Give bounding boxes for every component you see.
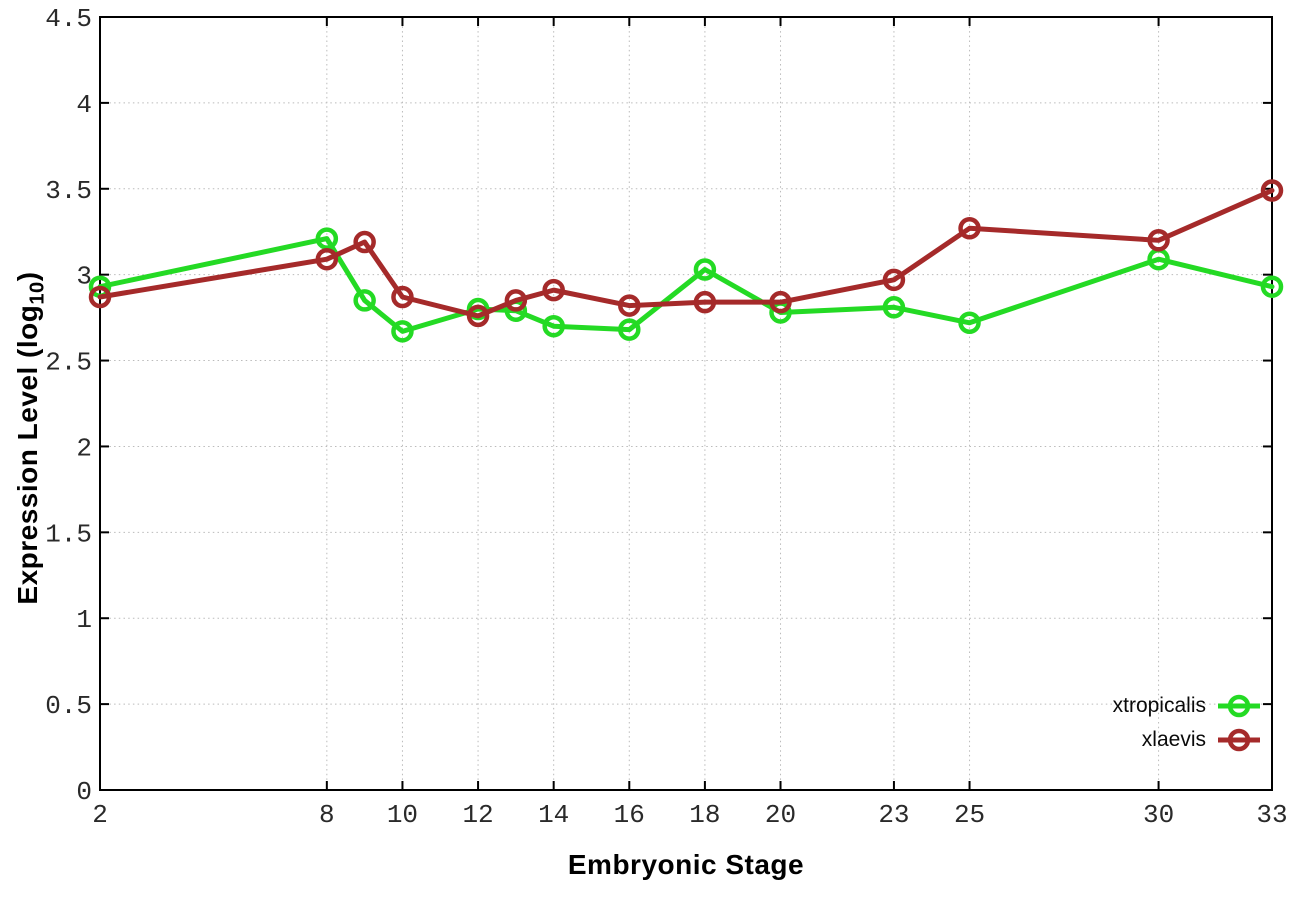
x-tick-label: 2 xyxy=(92,800,108,830)
x-tick-label: 25 xyxy=(954,800,985,830)
data-point-marker-xtropicalis xyxy=(542,314,565,338)
x-tick-label: 12 xyxy=(462,800,493,830)
x-tick-label: 23 xyxy=(878,800,909,830)
legend-item-xlaevis: xlaevis xyxy=(1113,723,1262,757)
data-point-marker-xtropicalis xyxy=(391,320,414,343)
y-axis-title-subscript: 10 xyxy=(26,281,49,305)
y-tick-label: 3.5 xyxy=(45,176,92,206)
legend-label-xlaevis: xlaevis xyxy=(1141,728,1206,751)
data-point-marker-xlaevis xyxy=(353,230,376,254)
x-axis-title: Embryonic Stage xyxy=(567,849,805,880)
x-tick-label: 10 xyxy=(387,800,418,830)
data-point-marker-xlaevis xyxy=(466,304,490,328)
legend-item-xtropicalis: xtropicalis xyxy=(1113,689,1262,723)
legend-label-xtropicalis: xtropicalis xyxy=(1112,694,1206,717)
y-tick-label: 3 xyxy=(76,262,92,292)
x-tick-label: 20 xyxy=(765,800,796,830)
data-point-marker-xtropicalis xyxy=(315,227,339,250)
x-tick-label: 30 xyxy=(1143,800,1174,830)
x-tick-label: 18 xyxy=(689,800,720,830)
y-tick-label: 0 xyxy=(76,777,92,807)
plot-border xyxy=(99,16,1273,791)
data-point-marker-xlaevis xyxy=(882,268,906,292)
data-point-marker-xlaevis xyxy=(1260,179,1284,202)
legend-line-marker-icon xyxy=(1218,728,1260,752)
x-tick-label: 14 xyxy=(538,800,569,830)
y-tick-label: 1 xyxy=(76,605,92,635)
y-axis-title-suffix: ) xyxy=(12,271,43,282)
data-point-marker-xtropicalis xyxy=(1260,275,1284,298)
x-tick-label: 16 xyxy=(614,800,645,830)
data-point-marker-xlaevis xyxy=(504,289,528,312)
y-tick-label: 2.5 xyxy=(45,348,92,378)
data-point-marker-xlaevis xyxy=(391,285,414,309)
data-point-marker-xtropicalis xyxy=(958,311,981,335)
data-point-marker-xlaevis xyxy=(1147,229,1170,252)
data-point-marker-xlaevis xyxy=(769,290,792,314)
y-tick-label: 4.5 xyxy=(45,4,92,34)
x-tick-label: 33 xyxy=(1256,800,1287,830)
y-tick-label: 1.5 xyxy=(45,519,92,549)
data-point-marker-xlaevis xyxy=(618,294,641,317)
series-line-xlaevis xyxy=(97,187,1275,319)
data-point-marker-xlaevis xyxy=(958,217,981,240)
data-point-marker-xlaevis xyxy=(88,285,112,309)
y-tick-label: 0.5 xyxy=(45,691,92,721)
data-point-marker-xtropicalis xyxy=(353,289,376,312)
data-point-marker-xtropicalis xyxy=(693,258,717,281)
data-point-marker-xlaevis xyxy=(542,278,565,302)
chart-legend: xtropicalis xlaevis xyxy=(1113,689,1262,757)
data-point-marker-xtropicalis xyxy=(618,318,641,341)
legend-line-marker-icon xyxy=(1218,694,1260,718)
data-point-marker-xlaevis xyxy=(315,247,339,271)
y-tick-label: 2 xyxy=(76,433,92,463)
y-tick-label: 4 xyxy=(76,90,92,120)
series-line-xtropicalis xyxy=(97,236,1275,334)
x-tick-label: 8 xyxy=(319,800,335,830)
data-point-marker-xlaevis xyxy=(693,290,717,314)
y-axis-title-text: Expression Level (log xyxy=(12,304,43,605)
data-point-marker-xtropicalis xyxy=(882,296,906,319)
y-axis-title: Expression Level (log10) xyxy=(12,271,50,604)
